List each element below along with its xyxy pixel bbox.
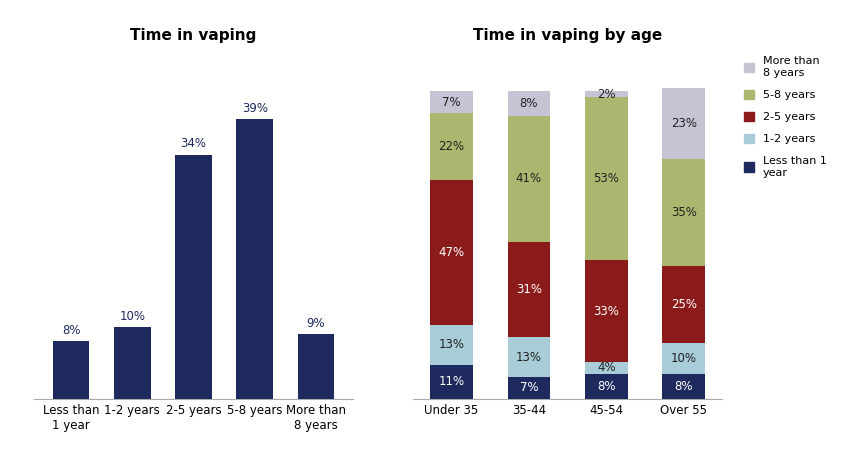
Bar — [52, 341, 89, 399]
Bar — [507, 337, 550, 377]
Bar — [237, 119, 273, 399]
Bar — [298, 334, 335, 399]
Bar — [507, 91, 550, 116]
Bar — [507, 242, 550, 337]
Text: 31%: 31% — [516, 283, 542, 296]
Bar — [175, 155, 212, 399]
Title: Time in vaping by age: Time in vaping by age — [473, 29, 662, 43]
Text: 10%: 10% — [120, 309, 145, 323]
Bar — [585, 374, 628, 399]
Title: Time in vaping: Time in vaping — [131, 29, 256, 43]
Bar — [585, 91, 628, 97]
Text: 8%: 8% — [597, 380, 616, 393]
Text: 34%: 34% — [181, 137, 206, 150]
Text: 33%: 33% — [593, 304, 619, 318]
Bar — [585, 362, 628, 374]
Legend: More than
8 years, 5-8 years, 2-5 years, 1-2 years, Less than 1
year: More than 8 years, 5-8 years, 2-5 years,… — [740, 53, 830, 181]
Bar — [507, 377, 550, 399]
Text: 8%: 8% — [674, 380, 693, 393]
Text: 9%: 9% — [306, 317, 325, 330]
Bar — [662, 343, 705, 374]
Bar — [585, 260, 628, 362]
Text: 2%: 2% — [597, 88, 616, 101]
Text: 23%: 23% — [671, 117, 697, 130]
Text: 25%: 25% — [671, 299, 697, 311]
Text: 8%: 8% — [519, 97, 538, 110]
Text: 39%: 39% — [242, 101, 267, 115]
Bar — [662, 88, 705, 159]
Text: 22%: 22% — [439, 140, 464, 153]
Text: 41%: 41% — [516, 172, 542, 185]
Text: 10%: 10% — [671, 352, 697, 365]
Text: 47%: 47% — [439, 246, 464, 259]
Bar — [430, 325, 473, 365]
Bar — [430, 365, 473, 399]
Text: 8%: 8% — [62, 324, 80, 337]
Text: 7%: 7% — [442, 96, 461, 109]
Bar — [430, 113, 473, 180]
Text: 4%: 4% — [597, 361, 616, 374]
Text: 13%: 13% — [439, 338, 464, 352]
Bar — [114, 327, 150, 399]
Bar — [430, 180, 473, 325]
Text: 53%: 53% — [593, 172, 619, 185]
Bar — [507, 116, 550, 242]
Bar — [662, 374, 705, 399]
Bar — [662, 266, 705, 343]
Bar — [662, 159, 705, 266]
Text: 11%: 11% — [439, 375, 464, 388]
Text: 13%: 13% — [516, 351, 542, 364]
Text: 7%: 7% — [519, 381, 538, 395]
Bar — [430, 91, 473, 113]
Bar — [585, 97, 628, 260]
Text: 35%: 35% — [671, 206, 697, 219]
